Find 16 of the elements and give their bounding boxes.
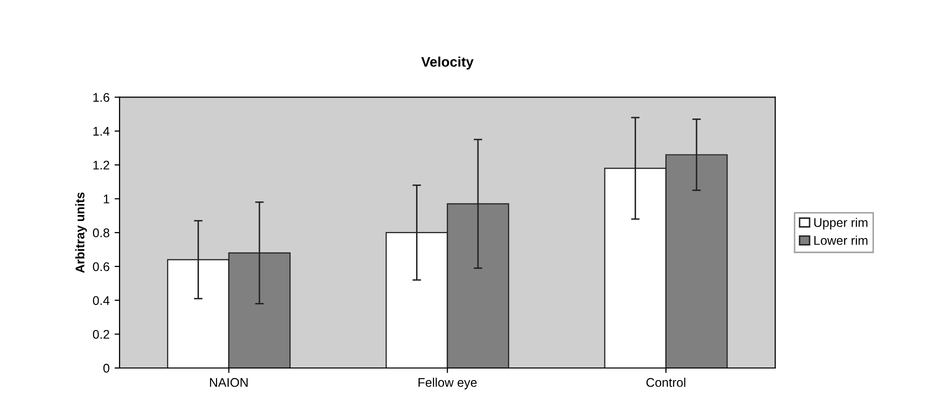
y-tick-label: 1.6 — [93, 93, 110, 102]
y-tick-label: 1.4 — [93, 126, 110, 136]
x-tick-label: NAION — [210, 378, 248, 387]
y-tick-label: 0 — [103, 364, 110, 373]
y-tick-label: 1 — [104, 194, 110, 204]
y-axis-title: Arbitray units — [75, 192, 87, 273]
y-tick-label: 0.6 — [92, 262, 110, 272]
y-tick-label: 0.8 — [92, 228, 110, 238]
y-tick-label: 1.2 — [93, 160, 110, 170]
y-tick-label: 0.4 — [92, 296, 110, 305]
y-tick-label: 0.2 — [92, 330, 110, 339]
x-tick-label: Control — [646, 378, 686, 387]
chart-title: Velocity — [421, 56, 474, 70]
legend-label: Lower rim — [814, 236, 868, 245]
legend-label: Upper rim — [814, 218, 868, 230]
x-tick-label: Fellow eye — [418, 378, 477, 390]
